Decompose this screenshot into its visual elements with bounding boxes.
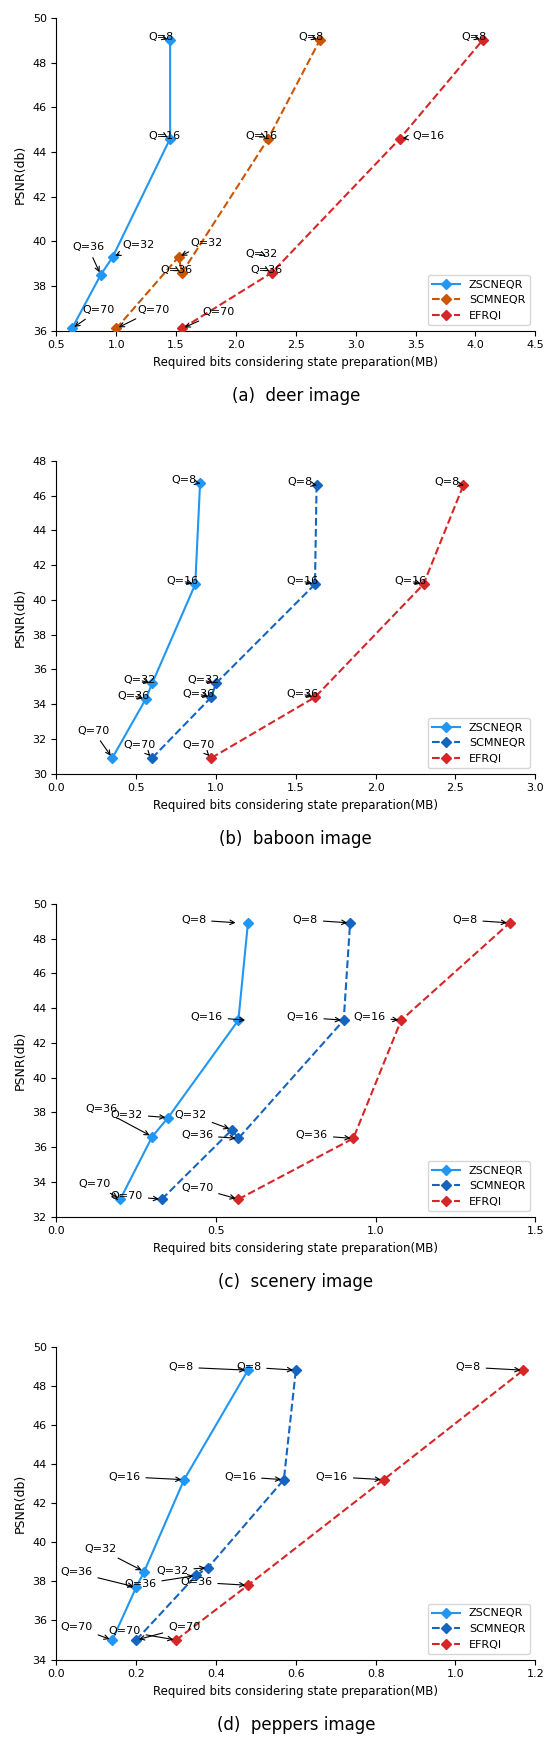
Text: Q=32: Q=32 bbox=[110, 1109, 164, 1120]
Text: Q=32: Q=32 bbox=[84, 1543, 141, 1570]
Text: Q=16: Q=16 bbox=[148, 131, 181, 141]
Text: Q=8: Q=8 bbox=[455, 1362, 519, 1373]
Text: Q=16: Q=16 bbox=[108, 1472, 180, 1482]
Legend: ZSCNEQR, SCMNEQR, EFRQI: ZSCNEQR, SCMNEQR, EFRQI bbox=[428, 1604, 530, 1653]
X-axis label: Required bits considering state preparation(MB): Required bits considering state preparat… bbox=[153, 1685, 439, 1699]
Text: Q=70: Q=70 bbox=[110, 1191, 158, 1202]
Text: Q=8: Q=8 bbox=[298, 31, 324, 42]
Text: Q=36: Q=36 bbox=[181, 1130, 234, 1141]
Text: Q=36: Q=36 bbox=[296, 1130, 349, 1141]
X-axis label: Required bits considering state preparation(MB): Required bits considering state preparat… bbox=[153, 356, 439, 370]
Text: Q=8: Q=8 bbox=[236, 1362, 292, 1373]
Legend: ZSCNEQR, SCMNEQR, EFRQI: ZSCNEQR, SCMNEQR, EFRQI bbox=[428, 719, 530, 767]
Text: Q=8: Q=8 bbox=[292, 916, 346, 924]
Text: Q=32: Q=32 bbox=[182, 237, 223, 255]
Text: Q=36: Q=36 bbox=[286, 689, 319, 699]
Legend: ZSCNEQR, SCMNEQR, EFRQI: ZSCNEQR, SCMNEQR, EFRQI bbox=[428, 1162, 530, 1210]
Text: (a)  deer image: (a) deer image bbox=[232, 387, 360, 405]
Text: (c)  scenery image: (c) scenery image bbox=[218, 1273, 373, 1291]
Y-axis label: PSNR(db): PSNR(db) bbox=[14, 1474, 27, 1533]
Text: Q=36: Q=36 bbox=[60, 1568, 132, 1587]
Text: Q=32: Q=32 bbox=[175, 1109, 228, 1128]
Text: Q=32: Q=32 bbox=[187, 675, 219, 685]
Text: Q=16: Q=16 bbox=[286, 1012, 340, 1022]
Text: Q=70: Q=70 bbox=[79, 1179, 117, 1196]
Text: Q=16: Q=16 bbox=[246, 131, 278, 141]
Text: Q=8: Q=8 bbox=[148, 31, 174, 42]
Text: (d)  peppers image: (d) peppers image bbox=[217, 1716, 375, 1734]
Text: Q=16: Q=16 bbox=[353, 1012, 397, 1022]
Text: Q=70: Q=70 bbox=[186, 307, 235, 328]
Text: Q=36: Q=36 bbox=[251, 265, 282, 274]
Text: Q=16: Q=16 bbox=[395, 576, 427, 586]
Text: Q=16: Q=16 bbox=[190, 1012, 244, 1022]
Text: Q=16: Q=16 bbox=[224, 1472, 280, 1482]
Text: Q=36: Q=36 bbox=[72, 242, 104, 272]
X-axis label: Required bits considering state preparation(MB): Required bits considering state preparat… bbox=[153, 799, 439, 813]
Text: Q=36: Q=36 bbox=[124, 1575, 192, 1589]
Y-axis label: PSNR(db): PSNR(db) bbox=[14, 145, 27, 204]
Text: Q=8: Q=8 bbox=[171, 476, 199, 485]
Text: Q=8: Q=8 bbox=[435, 478, 463, 487]
Text: Q=70: Q=70 bbox=[60, 1622, 108, 1639]
Text: Q=70: Q=70 bbox=[108, 1625, 172, 1641]
Text: Q=8: Q=8 bbox=[168, 1362, 244, 1373]
Text: Q=16: Q=16 bbox=[316, 1472, 379, 1482]
Text: Q=16: Q=16 bbox=[404, 131, 444, 141]
Text: Q=36: Q=36 bbox=[182, 689, 215, 699]
Text: (b)  baboon image: (b) baboon image bbox=[219, 830, 372, 848]
Text: Q=8: Q=8 bbox=[461, 31, 486, 42]
X-axis label: Required bits considering state preparation(MB): Required bits considering state preparat… bbox=[153, 1242, 439, 1256]
Text: Q=36: Q=36 bbox=[161, 265, 193, 274]
Text: Q=70: Q=70 bbox=[140, 1622, 200, 1639]
Y-axis label: PSNR(db): PSNR(db) bbox=[14, 1031, 27, 1090]
Text: Q=8: Q=8 bbox=[181, 916, 234, 924]
Text: Q=16: Q=16 bbox=[286, 576, 319, 586]
Text: Q=32: Q=32 bbox=[123, 675, 156, 685]
Text: Q=36: Q=36 bbox=[180, 1577, 244, 1587]
Text: Q=70: Q=70 bbox=[123, 739, 156, 755]
Y-axis label: PSNR(db): PSNR(db) bbox=[14, 588, 27, 647]
Text: Q=70: Q=70 bbox=[182, 739, 215, 755]
Text: Q=8: Q=8 bbox=[288, 478, 316, 487]
Legend: ZSCNEQR, SCMNEQR, EFRQI: ZSCNEQR, SCMNEQR, EFRQI bbox=[428, 276, 530, 324]
Text: Q=36: Q=36 bbox=[117, 691, 149, 701]
Text: Q=32: Q=32 bbox=[246, 249, 278, 260]
Text: Q=70: Q=70 bbox=[75, 305, 115, 326]
Text: Q=36: Q=36 bbox=[85, 1104, 148, 1135]
Text: Q=70: Q=70 bbox=[77, 726, 110, 755]
Text: Q=70: Q=70 bbox=[181, 1182, 234, 1200]
Text: Q=8: Q=8 bbox=[452, 916, 506, 924]
Text: Q=32: Q=32 bbox=[116, 241, 155, 255]
Text: Q=16: Q=16 bbox=[166, 576, 199, 586]
Text: Q=70: Q=70 bbox=[120, 305, 170, 326]
Text: Q=32: Q=32 bbox=[156, 1566, 204, 1575]
